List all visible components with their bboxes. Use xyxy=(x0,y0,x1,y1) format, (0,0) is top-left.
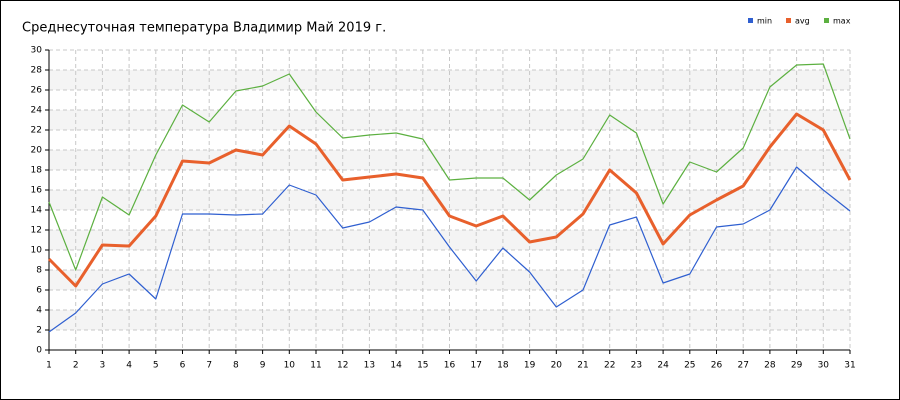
series-line xyxy=(47,112,852,288)
y-tick-label: 0 xyxy=(36,346,42,356)
y-tick-label: 16 xyxy=(31,186,43,196)
legend-swatch xyxy=(824,18,829,23)
x-tick-label: 12 xyxy=(337,361,348,371)
band xyxy=(49,270,850,290)
x-tick-label: 9 xyxy=(260,361,266,371)
x-tick-label: 21 xyxy=(577,361,588,371)
x-tick-label: 19 xyxy=(524,361,536,371)
series-line xyxy=(48,63,851,271)
x-tick-label: 25 xyxy=(684,361,695,371)
x-tick-label: 31 xyxy=(844,361,855,371)
y-tick-label: 2 xyxy=(36,326,42,336)
x-tick-label: 28 xyxy=(764,361,776,371)
x-tick-label: 11 xyxy=(310,361,321,371)
y-tick-label: 12 xyxy=(31,226,42,236)
legend-swatch xyxy=(786,18,791,23)
y-tick-label: 8 xyxy=(36,266,42,276)
series-line xyxy=(48,166,851,333)
x-tick-label: 24 xyxy=(657,361,669,371)
x-tick-label: 20 xyxy=(551,361,563,371)
x-tick-label: 23 xyxy=(631,361,642,371)
band xyxy=(49,150,850,170)
x-tick-label: 6 xyxy=(180,361,186,371)
x-tick-label: 26 xyxy=(711,361,723,371)
y-tick-label: 28 xyxy=(31,66,43,76)
x-tick-label: 7 xyxy=(206,361,212,371)
legend-label: avg xyxy=(795,17,810,26)
x-tick-label: 5 xyxy=(153,361,159,371)
x-tick-label: 10 xyxy=(284,361,296,371)
y-tick-label: 30 xyxy=(31,46,43,56)
y-tick-label: 22 xyxy=(31,126,42,136)
y-tick-label: 4 xyxy=(36,306,42,316)
y-tick-label: 18 xyxy=(31,166,43,176)
legend-label: max xyxy=(833,17,851,26)
legend-label: min xyxy=(757,17,772,26)
x-tick-label: 18 xyxy=(497,361,509,371)
x-tick-label: 15 xyxy=(417,361,428,371)
x-tick-label: 3 xyxy=(100,361,106,371)
x-tick-label: 27 xyxy=(737,361,748,371)
x-tick-label: 14 xyxy=(390,361,402,371)
x-tick-label: 17 xyxy=(470,361,481,371)
x-tick-label: 1 xyxy=(46,361,52,371)
x-tick-label: 30 xyxy=(818,361,830,371)
legend-swatch xyxy=(748,18,753,23)
y-tick-label: 6 xyxy=(36,286,42,296)
x-tick-label: 29 xyxy=(791,361,803,371)
x-tick-label: 2 xyxy=(73,361,79,371)
x-tick-label: 13 xyxy=(364,361,375,371)
y-tick-label: 10 xyxy=(31,246,43,256)
x-tick-label: 4 xyxy=(126,361,132,371)
x-tick-label: 22 xyxy=(604,361,615,371)
x-tick-label: 16 xyxy=(444,361,456,371)
y-tick-label: 14 xyxy=(31,206,43,216)
x-tick-label: 8 xyxy=(233,361,239,371)
y-tick-label: 24 xyxy=(31,106,43,116)
y-tick-label: 20 xyxy=(31,146,43,156)
chart-title: Среднесуточная температура Владимир Май … xyxy=(22,21,386,36)
y-tick-label: 26 xyxy=(31,86,43,96)
